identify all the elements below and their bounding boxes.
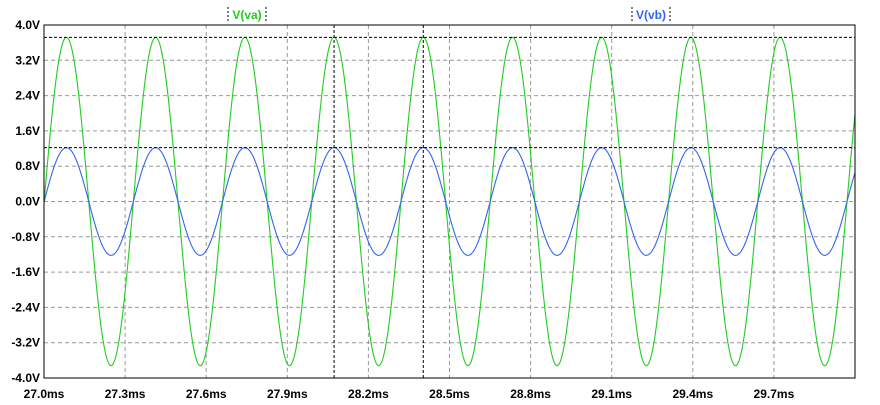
series-line-va bbox=[43, 36, 856, 367]
x-tick-label: 27.9ms bbox=[267, 387, 308, 401]
cursor-layer bbox=[44, 25, 855, 378]
legend[interactable]: V(va) V(vb) bbox=[227, 7, 671, 22]
y-tick-labels: 4.0V 3.2V 2.4V 1.6V 0.8V 0.0V -0.8V -1.6V -2.4V -… bbox=[11, 18, 40, 385]
x-tick-label: 28.2ms bbox=[348, 387, 389, 401]
x-tick-label: 29.1ms bbox=[591, 387, 632, 401]
y-tick-label: 3.2V bbox=[15, 53, 40, 67]
y-tick-label: -4.0V bbox=[11, 371, 40, 385]
legend-label-va[interactable]: V(va) bbox=[232, 8, 261, 22]
x-tick-label: 28.5ms bbox=[429, 387, 470, 401]
y-tick-label: 0.0V bbox=[15, 195, 40, 209]
y-tick-label: 1.6V bbox=[15, 124, 40, 138]
series-line-vb bbox=[43, 147, 856, 256]
y-tick-label: -0.8V bbox=[11, 230, 40, 244]
y-tick-label: -3.2V bbox=[11, 336, 40, 350]
x-tick-label: 29.4ms bbox=[672, 387, 713, 401]
series-layer bbox=[43, 36, 856, 367]
x-tick-label: 29.7ms bbox=[754, 387, 795, 401]
y-tick-label: 4.0V bbox=[15, 18, 40, 32]
x-tick-label: 27.6ms bbox=[186, 387, 227, 401]
legend-label-vb[interactable]: V(vb) bbox=[636, 8, 666, 22]
plot-frame bbox=[43, 24, 856, 379]
x-tick-label: 28.8ms bbox=[510, 387, 551, 401]
x-tick-labels: 27.0ms 27.3ms 27.6ms 27.9ms 28.2ms 28.5ms 28.8… bbox=[24, 387, 795, 401]
y-tick-label: -2.4V bbox=[11, 300, 40, 314]
x-tick-label: 27.3ms bbox=[105, 387, 146, 401]
y-tick-label: -1.6V bbox=[11, 265, 40, 279]
y-tick-label: 0.8V bbox=[15, 159, 40, 173]
x-tick-label: 27.0ms bbox=[24, 387, 65, 401]
y-tick-label: 2.4V bbox=[15, 89, 40, 103]
